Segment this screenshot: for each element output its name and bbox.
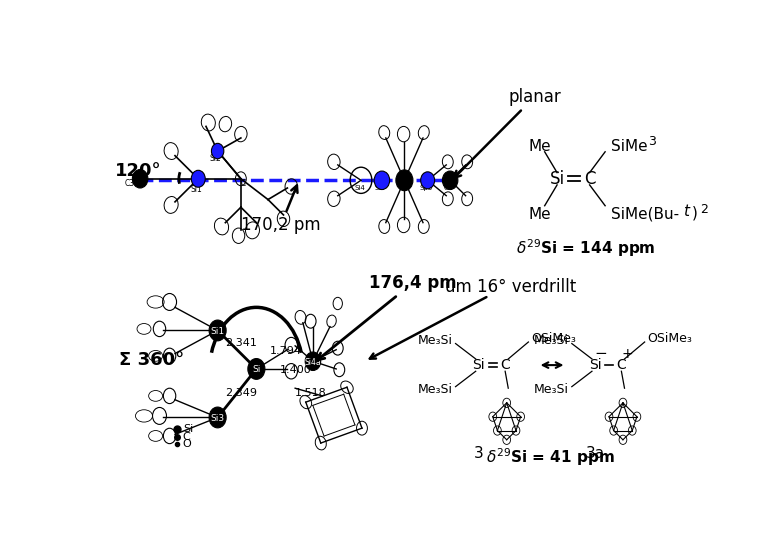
Ellipse shape — [209, 320, 226, 341]
Ellipse shape — [211, 143, 224, 159]
Text: 2.341: 2.341 — [225, 338, 257, 348]
Text: −: − — [595, 346, 608, 361]
Text: Σ 360°: Σ 360° — [119, 351, 184, 369]
Text: Me₃Si: Me₃Si — [534, 383, 569, 396]
Ellipse shape — [209, 407, 226, 428]
Ellipse shape — [442, 171, 458, 190]
Text: OSiMe₃: OSiMe₃ — [531, 333, 576, 346]
Text: Si: Si — [252, 365, 261, 374]
Text: OSiMe₃: OSiMe₃ — [647, 333, 693, 346]
Ellipse shape — [191, 170, 205, 187]
Text: 120°: 120° — [115, 163, 161, 180]
Text: $\delta^{29}$Si = 41 ppm: $\delta^{29}$Si = 41 ppm — [487, 447, 615, 468]
Text: Si2: Si2 — [209, 154, 222, 163]
Text: C3: C3 — [125, 179, 135, 188]
Text: Si1: Si1 — [191, 185, 203, 194]
Ellipse shape — [374, 171, 390, 190]
Text: Si3: Si3 — [375, 185, 386, 191]
Text: 3: 3 — [647, 136, 656, 148]
Text: C: C — [500, 358, 510, 372]
Text: SiMe(Bu-: SiMe(Bu- — [612, 207, 679, 222]
Text: Me₃Si: Me₃Si — [417, 334, 452, 347]
Text: planar: planar — [454, 88, 561, 178]
Text: 1.794: 1.794 — [270, 346, 302, 355]
Text: C1: C1 — [444, 185, 453, 191]
Text: $\delta^{29}$Si = 144 ppm: $\delta^{29}$Si = 144 ppm — [516, 237, 655, 259]
Ellipse shape — [420, 172, 434, 189]
Text: C: C — [584, 170, 595, 188]
Text: t: t — [682, 204, 689, 219]
Text: 2.349: 2.349 — [225, 388, 257, 398]
Text: Si4: Si4 — [354, 185, 365, 191]
Ellipse shape — [396, 170, 413, 191]
Ellipse shape — [133, 170, 148, 188]
Text: Me: Me — [529, 139, 551, 154]
Text: 176,4 pm: 176,4 pm — [317, 274, 456, 360]
Text: SiMe: SiMe — [612, 139, 648, 154]
Text: Si: Si — [183, 424, 193, 434]
Ellipse shape — [305, 352, 321, 370]
Text: 3a: 3a — [586, 446, 604, 461]
Text: 3: 3 — [474, 446, 484, 461]
Text: Si3: Si3 — [211, 414, 225, 423]
Text: O: O — [183, 440, 192, 449]
Text: Si: Si — [550, 170, 565, 188]
Text: ): ) — [692, 205, 698, 220]
Text: Me₃Si: Me₃Si — [534, 334, 569, 347]
Ellipse shape — [248, 359, 265, 379]
Text: Me: Me — [529, 207, 551, 222]
Text: 1.400: 1.400 — [279, 365, 311, 375]
Text: 170,2 pm: 170,2 pm — [241, 185, 321, 234]
Text: C: C — [616, 358, 626, 372]
Text: 1.518: 1.518 — [295, 388, 327, 398]
Text: C: C — [183, 431, 190, 442]
Text: Si4a: Si4a — [305, 357, 321, 367]
Text: Me₃Si: Me₃Si — [417, 383, 452, 396]
Text: Sp3: Sp3 — [420, 185, 433, 191]
Text: Si: Si — [473, 358, 485, 372]
Text: C1: C1 — [399, 185, 407, 191]
Text: Si1: Si1 — [211, 327, 225, 336]
Text: Si: Si — [589, 358, 601, 372]
Text: 2: 2 — [700, 203, 707, 216]
Text: um 16° verdrillt: um 16° verdrillt — [445, 278, 576, 296]
Text: C: C — [240, 179, 246, 188]
Text: +: + — [622, 347, 633, 361]
